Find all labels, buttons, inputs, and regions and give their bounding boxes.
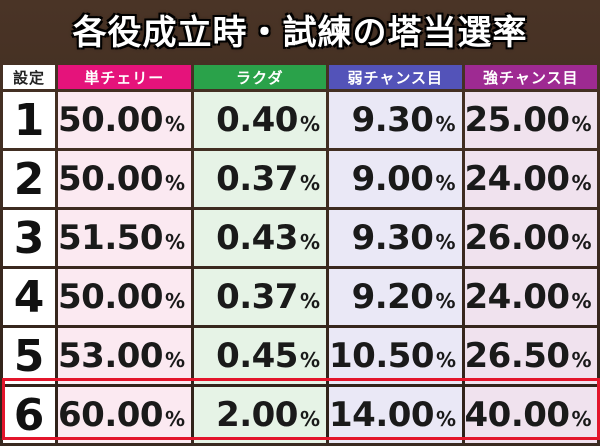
- single-cherry-cell: 51.50%: [58, 210, 191, 266]
- strong-chance-column-header: 強チャンス目: [464, 65, 597, 89]
- rate-value: 0.43: [216, 218, 298, 258]
- setting-value: 2: [3, 151, 55, 207]
- rate-value: 2.00: [216, 395, 298, 435]
- percent-unit: %: [571, 407, 592, 431]
- weak-chance-cell: 9.00%: [329, 151, 462, 207]
- percent-unit: %: [571, 230, 592, 254]
- table-row: 2 50.00% 0.37% 9.00% 24.00%: [3, 151, 597, 207]
- rakuda-cell: 0.37%: [193, 269, 326, 325]
- percent-unit: %: [299, 230, 320, 254]
- percent-unit: %: [299, 407, 320, 431]
- percent-unit: %: [435, 289, 456, 313]
- single-cherry-cell: 60.00%: [58, 387, 191, 443]
- percent-unit: %: [299, 171, 320, 195]
- setting-column-header: 設定: [3, 65, 55, 89]
- table-header-row: 設定 単チェリー ラクダ 弱チャンス目 強チャンス目: [3, 65, 597, 89]
- setting-value: 6: [3, 387, 55, 443]
- setting-value: 5: [3, 328, 55, 384]
- rate-value: 50.00: [58, 159, 164, 199]
- strong-chance-cell: 40.00%: [464, 387, 597, 443]
- single-cherry-cell: 50.00%: [58, 151, 191, 207]
- rate-value: 40.00: [464, 395, 571, 435]
- rate-value: 9.30: [351, 218, 434, 258]
- percent-unit: %: [165, 289, 186, 313]
- strong-chance-cell: 26.00%: [464, 210, 597, 266]
- strong-chance-cell: 25.00%: [464, 92, 597, 148]
- percent-unit: %: [571, 289, 592, 313]
- percent-unit: %: [436, 348, 457, 372]
- rate-value: 0.37: [216, 159, 298, 199]
- percent-unit: %: [165, 348, 186, 372]
- rakuda-cell: 0.45%: [193, 328, 326, 384]
- setting-value: 1: [3, 92, 55, 148]
- rate-value: 9.30: [351, 100, 434, 140]
- percent-unit: %: [435, 171, 456, 195]
- weak-chance-cell: 9.30%: [329, 210, 462, 266]
- weak-chance-cell: 9.20%: [329, 269, 462, 325]
- table-body: 1 50.00% 0.40% 9.30% 25.00% 2 50.00% 0.37% 9.00%…: [3, 92, 597, 443]
- rate-value: 0.40: [216, 100, 298, 140]
- rate-table: 設定 単チェリー ラクダ 弱チャンス目 強チャンス目 1 50.00% 0.40% 9…: [0, 62, 600, 446]
- table-row: 6 60.00% 2.00% 14.00% 40.00%: [3, 387, 597, 443]
- strong-chance-cell: 24.00%: [464, 269, 597, 325]
- weak-chance-column-header: 弱チャンス目: [329, 65, 462, 89]
- single-cherry-cell: 50.00%: [58, 92, 191, 148]
- rakuda-cell: 0.40%: [193, 92, 326, 148]
- rate-value: 53.00: [58, 336, 164, 376]
- weak-chance-cell: 9.30%: [329, 92, 462, 148]
- rate-value: 60.00: [58, 395, 164, 435]
- rate-value: 9.20: [351, 277, 434, 317]
- single-cherry-cell: 53.00%: [58, 328, 191, 384]
- percent-unit: %: [165, 407, 186, 431]
- percent-unit: %: [165, 112, 186, 136]
- strong-chance-cell: 26.50%: [464, 328, 597, 384]
- page-title: 各役成立時・試練の塔当選率: [72, 12, 528, 53]
- table-row: 3 51.50% 0.43% 9.30% 26.00%: [3, 210, 597, 266]
- rate-value: 0.45: [216, 336, 298, 376]
- rakuda-cell: 2.00%: [193, 387, 326, 443]
- percent-unit: %: [435, 112, 456, 136]
- rakuda-cell: 0.37%: [193, 151, 326, 207]
- rate-value: 14.00: [329, 395, 435, 435]
- single-cherry-cell: 50.00%: [58, 269, 191, 325]
- rakuda-column-header: ラクダ: [193, 65, 326, 89]
- setting-value: 3: [3, 210, 55, 266]
- weak-chance-cell: 14.00%: [329, 387, 462, 443]
- percent-unit: %: [165, 230, 186, 254]
- single-cherry-column-header: 単チェリー: [58, 65, 191, 89]
- rate-value: 26.00: [464, 218, 571, 258]
- rate-value: 50.00: [58, 277, 164, 317]
- table-row: 5 53.00% 0.45% 10.50% 26.50%: [3, 328, 597, 384]
- rate-value: 10.50: [329, 336, 435, 376]
- weak-chance-cell: 10.50%: [329, 328, 462, 384]
- rate-value: 50.00: [58, 100, 164, 140]
- percent-unit: %: [299, 112, 320, 136]
- strong-chance-cell: 24.00%: [464, 151, 597, 207]
- percent-unit: %: [299, 289, 320, 313]
- percent-unit: %: [435, 230, 456, 254]
- rate-value: 51.50: [58, 218, 164, 258]
- percent-unit: %: [165, 171, 186, 195]
- rate-value: 24.00: [464, 159, 571, 199]
- rate-value: 0.37: [216, 277, 298, 317]
- table-row: 4 50.00% 0.37% 9.20% 24.00%: [3, 269, 597, 325]
- percent-unit: %: [436, 407, 457, 431]
- rate-value: 24.00: [464, 277, 571, 317]
- rate-value: 9.00: [351, 159, 434, 199]
- percent-unit: %: [299, 348, 320, 372]
- rate-value: 25.00: [464, 100, 571, 140]
- table-row: 1 50.00% 0.40% 9.30% 25.00%: [3, 92, 597, 148]
- percent-unit: %: [571, 171, 592, 195]
- setting-value: 4: [3, 269, 55, 325]
- rakuda-cell: 0.43%: [193, 210, 326, 266]
- percent-unit: %: [571, 348, 592, 372]
- rate-value: 26.50: [464, 336, 571, 376]
- percent-unit: %: [571, 112, 592, 136]
